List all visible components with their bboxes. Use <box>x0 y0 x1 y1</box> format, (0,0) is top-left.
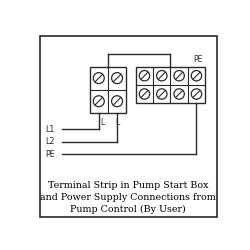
Bar <box>136 66 205 103</box>
Circle shape <box>174 70 184 81</box>
Circle shape <box>112 73 122 84</box>
Text: PE: PE <box>194 55 203 64</box>
Text: Terminal Strip in Pump Start Box
and Power Supply Connections from
Pump Control : Terminal Strip in Pump Start Box and Pow… <box>40 181 216 214</box>
Circle shape <box>93 73 104 84</box>
Text: L: L <box>100 118 104 126</box>
Text: L: L <box>116 118 120 126</box>
Text: L1: L1 <box>46 125 55 134</box>
Circle shape <box>112 96 122 107</box>
Circle shape <box>139 89 150 99</box>
Bar <box>90 66 126 113</box>
Circle shape <box>93 96 104 107</box>
Circle shape <box>156 89 167 99</box>
Circle shape <box>191 89 202 99</box>
Text: PE: PE <box>45 150 55 159</box>
Text: L2: L2 <box>46 137 55 146</box>
Circle shape <box>139 70 150 81</box>
Circle shape <box>191 70 202 81</box>
Circle shape <box>174 89 184 99</box>
Circle shape <box>156 70 167 81</box>
